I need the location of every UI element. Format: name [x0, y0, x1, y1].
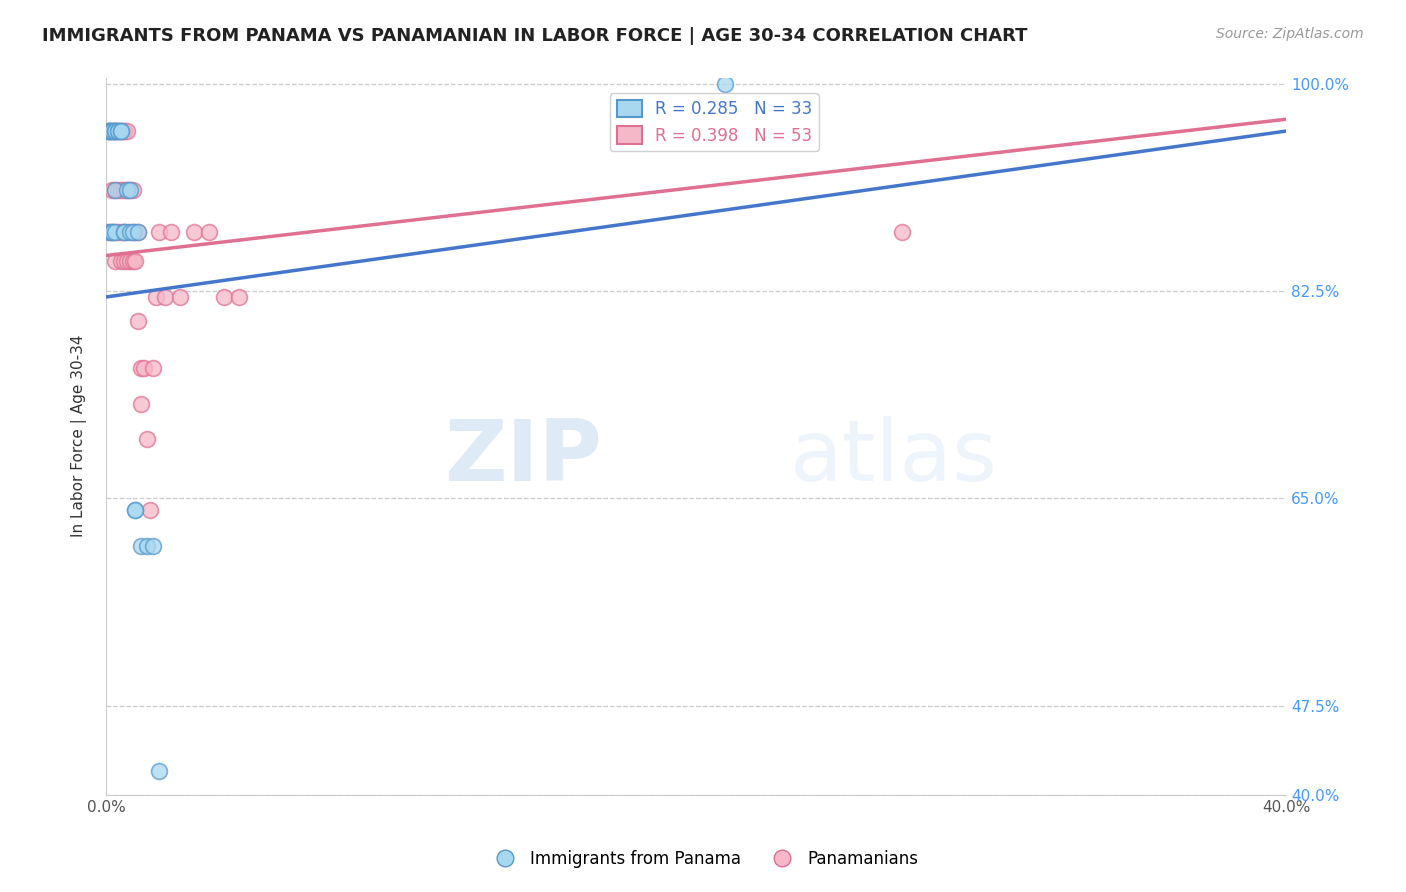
Legend: R = 0.285   N = 33, R = 0.398   N = 53: R = 0.285 N = 33, R = 0.398 N = 53 — [610, 94, 818, 152]
Point — [112, 124, 135, 138]
Point — [160, 225, 183, 239]
Point — [101, 124, 124, 138]
Point — [121, 254, 143, 268]
Point — [112, 225, 135, 239]
Point — [212, 290, 235, 304]
Point — [121, 225, 143, 239]
Point — [97, 124, 120, 138]
Point — [142, 539, 165, 553]
Point — [101, 124, 124, 138]
Point — [118, 183, 141, 197]
Point — [228, 290, 250, 304]
Point — [112, 254, 135, 268]
Point — [97, 225, 120, 239]
Point — [121, 183, 143, 197]
Point — [124, 503, 146, 517]
Point — [714, 77, 737, 91]
Point — [101, 124, 124, 138]
Point — [112, 225, 135, 239]
Text: ZIP: ZIP — [444, 417, 602, 500]
Point — [104, 124, 127, 138]
Point — [97, 124, 120, 138]
Point — [127, 225, 149, 239]
Point — [110, 225, 132, 239]
Point — [115, 225, 138, 239]
Point — [110, 124, 132, 138]
Point — [110, 183, 132, 197]
Point — [104, 124, 127, 138]
Point — [107, 124, 129, 138]
Point — [97, 124, 120, 138]
Point — [136, 432, 159, 446]
Point — [153, 290, 176, 304]
Point — [148, 764, 170, 778]
Point — [112, 183, 135, 197]
Point — [118, 254, 141, 268]
Point — [112, 124, 135, 138]
Point — [112, 225, 135, 239]
Point — [110, 124, 132, 138]
Point — [115, 124, 138, 138]
Point — [124, 225, 146, 239]
Point — [127, 314, 149, 328]
Point — [110, 124, 132, 138]
Legend: Immigrants from Panama, Panamanians: Immigrants from Panama, Panamanians — [481, 844, 925, 875]
Point — [115, 183, 138, 197]
Point — [107, 124, 129, 138]
Point — [115, 183, 138, 197]
Point — [183, 225, 205, 239]
Point — [124, 254, 146, 268]
Point — [107, 124, 129, 138]
Point — [131, 397, 153, 411]
Point — [101, 225, 124, 239]
Point — [169, 290, 191, 304]
Point — [107, 225, 129, 239]
Y-axis label: In Labor Force | Age 30-34: In Labor Force | Age 30-34 — [72, 335, 87, 538]
Point — [110, 124, 132, 138]
Point — [131, 539, 153, 553]
Point — [110, 254, 132, 268]
Point — [97, 225, 120, 239]
Point — [118, 183, 141, 197]
Point — [131, 361, 153, 376]
Point — [891, 225, 914, 239]
Point — [145, 290, 167, 304]
Point — [101, 183, 124, 197]
Point — [104, 124, 127, 138]
Point — [118, 225, 141, 239]
Point — [121, 225, 143, 239]
Text: IMMIGRANTS FROM PANAMA VS PANAMANIAN IN LABOR FORCE | AGE 30-34 CORRELATION CHAR: IMMIGRANTS FROM PANAMA VS PANAMANIAN IN … — [42, 27, 1028, 45]
Point — [104, 183, 127, 197]
Point — [101, 225, 124, 239]
Point — [198, 225, 221, 239]
Point — [115, 254, 138, 268]
Point — [142, 361, 165, 376]
Point — [101, 225, 124, 239]
Point — [139, 503, 162, 517]
Text: atlas: atlas — [790, 417, 998, 500]
Point — [101, 124, 124, 138]
Point — [104, 225, 127, 239]
Point — [104, 254, 127, 268]
Text: Source: ZipAtlas.com: Source: ZipAtlas.com — [1216, 27, 1364, 41]
Point — [104, 225, 127, 239]
Point — [136, 539, 159, 553]
Point — [104, 183, 127, 197]
Point — [107, 183, 129, 197]
Point — [134, 361, 156, 376]
Point — [97, 124, 120, 138]
Point — [104, 124, 127, 138]
Point — [107, 124, 129, 138]
Point — [124, 503, 146, 517]
Point — [97, 124, 120, 138]
Point — [148, 225, 170, 239]
Point — [127, 225, 149, 239]
Point — [104, 124, 127, 138]
